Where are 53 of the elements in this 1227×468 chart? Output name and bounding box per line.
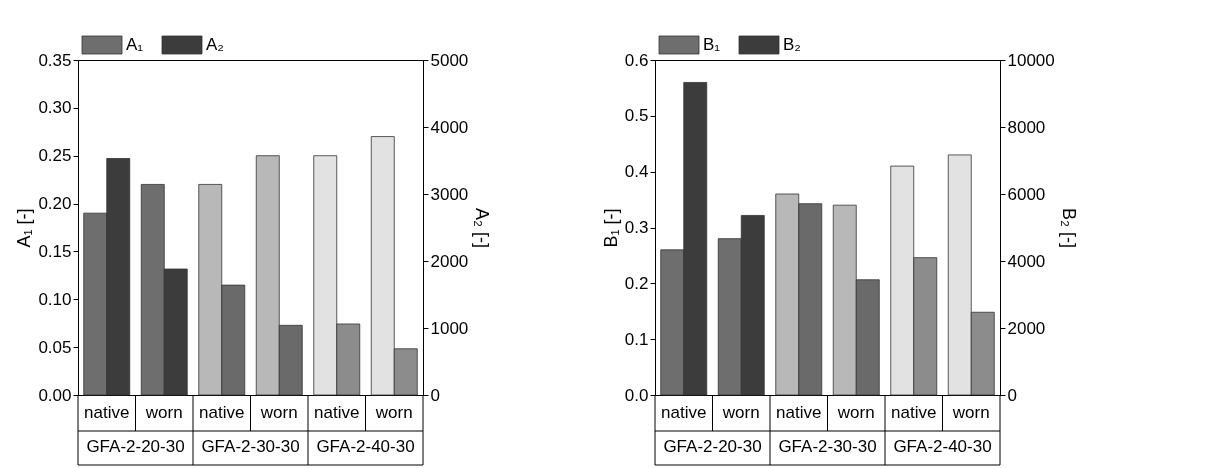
y-tick-label: 0.3	[624, 218, 649, 237]
x-tick-label: worn	[259, 403, 298, 422]
x-tick-label: worn	[951, 403, 990, 422]
text: GFA-2-20-30	[86, 437, 185, 456]
y2-tick-label: 0	[430, 385, 440, 405]
y-tick-label: 0.35	[38, 50, 72, 70]
y-axis-title: A₁ [-]	[14, 208, 35, 248]
y-axis-title: B₁ [-]	[600, 208, 621, 248]
y-tick-label: 0.30	[38, 98, 72, 118]
legend-label: B₁	[703, 35, 721, 54]
x-tick-label: native	[891, 403, 937, 422]
text: GFA-2-40-30	[893, 437, 992, 456]
y2-tick-label: 1000	[430, 318, 469, 338]
x-tick-label: native	[314, 403, 360, 422]
legend-label: A₁	[126, 35, 144, 54]
legend-label: B₂	[783, 35, 801, 54]
y-tick-label: 0.10	[38, 289, 72, 309]
x-tick-label: native	[661, 403, 707, 422]
text: GFA-2-30-30	[778, 437, 877, 456]
y-tick-label: 0.00	[38, 385, 72, 405]
text: GFA-2-20-30	[663, 437, 762, 456]
x-tick-label: worn	[144, 403, 183, 422]
x-tick-label: worn	[374, 403, 413, 422]
y2-tick-label: 4000	[430, 117, 469, 137]
y2-tick-label: 2000	[430, 251, 469, 271]
y-tick-label: 0.05	[38, 337, 72, 357]
y2-axis-title: A₂ [-]	[472, 208, 493, 248]
y-tick-label: 0.15	[38, 241, 72, 261]
x-tick-label: worn	[721, 403, 760, 422]
x-tick-label: native	[84, 403, 130, 422]
y-tick-label: 0.5	[624, 106, 649, 126]
text: GFA-2-40-30	[316, 437, 415, 456]
y-tick-label: 0.4	[624, 162, 649, 182]
y-tick-label: 0.1	[624, 329, 649, 349]
y2-tick-label: 6000	[1007, 184, 1046, 204]
text: GFA-2-30-30	[201, 437, 300, 456]
x-tick-label: worn	[836, 403, 875, 422]
y-tick-label: 0.6	[624, 50, 649, 70]
y2-tick-label: 4000	[1007, 251, 1046, 271]
y2-tick-label: 10000	[1007, 50, 1055, 70]
y-tick-label: 0.0	[624, 385, 649, 405]
y-tick-label: 0.2	[624, 273, 649, 293]
y2-tick-label: 3000	[430, 184, 469, 204]
y2-tick-label: 5000	[430, 50, 469, 70]
y2-tick-label: 0	[1007, 385, 1017, 405]
x-tick-label: native	[199, 403, 245, 422]
x-tick-label: native	[776, 403, 822, 422]
y2-axis-title: B₂ [-]	[1058, 208, 1079, 248]
y2-tick-label: 2000	[1007, 318, 1046, 338]
y-tick-label: 0.25	[38, 146, 72, 166]
y2-tick-label: 8000	[1007, 117, 1046, 137]
legend-label: A₂	[206, 35, 224, 54]
y-tick-label: 0.20	[38, 194, 72, 214]
